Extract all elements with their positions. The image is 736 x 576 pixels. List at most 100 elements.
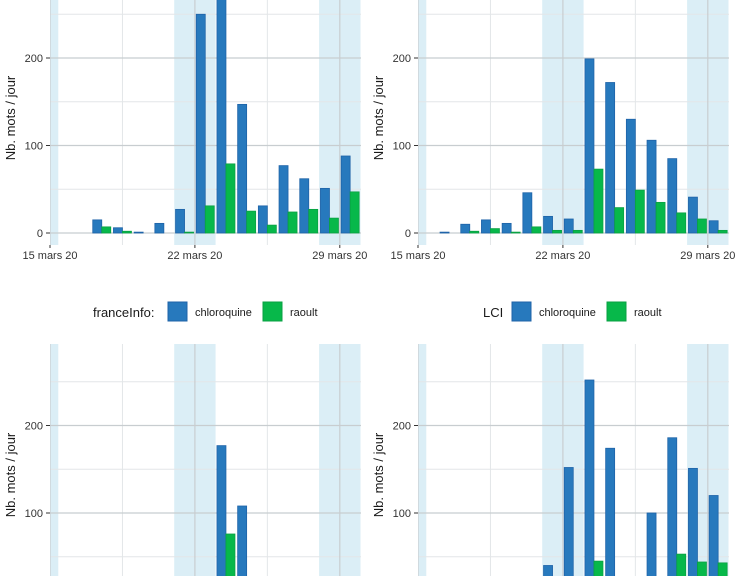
bar-chloroquine <box>481 219 491 234</box>
y-tick-label: 100 <box>25 141 43 153</box>
x-tick-label: 15 mars 20 <box>22 250 77 262</box>
bar-raoult <box>329 217 339 234</box>
bar-raoult <box>225 533 236 576</box>
bar-chloroquine <box>92 219 103 234</box>
y-axis-label: Nb. mots / jour <box>371 75 386 160</box>
y-tick-label: 200 <box>393 421 411 433</box>
bar-raoult <box>655 201 666 234</box>
bar-chloroquine <box>667 158 678 234</box>
bar-chloroquine <box>563 467 574 576</box>
legend-label-raoult: raoult <box>634 307 662 319</box>
legend: franceInfo: chloroquine raoult <box>93 301 318 322</box>
bar-raoult <box>225 163 236 234</box>
plot-area <box>50 0 361 245</box>
bar-chloroquine <box>708 495 719 576</box>
weekend-band <box>50 344 59 576</box>
bar-chloroquine <box>646 512 657 576</box>
bar-raoult <box>676 553 687 576</box>
legend-label-chloroquine: chloroquine <box>195 307 252 319</box>
bar-chloroquine <box>257 205 268 234</box>
bar-chloroquine <box>340 155 351 234</box>
bar-chloroquine <box>237 505 248 576</box>
legend-label-chloroquine: chloroquine <box>539 307 596 319</box>
x-tick-label: 22 mars 20 <box>167 250 222 262</box>
bar-chloroquine <box>439 231 450 234</box>
bar-raoult <box>717 229 728 234</box>
bar-raoult <box>469 230 480 234</box>
legend-title: LCI <box>483 305 503 320</box>
bar-raoult <box>266 224 277 234</box>
bar-raoult <box>349 191 360 234</box>
bar-chloroquine <box>216 445 227 576</box>
bar-chloroquine <box>605 82 616 234</box>
bar-chloroquine <box>688 467 698 576</box>
bar-chloroquine <box>584 379 595 576</box>
bar-chloroquine <box>278 165 289 234</box>
bar-chloroquine <box>584 58 595 234</box>
panel-bottom-left: 100 200 Nb. mots / jour franceInfo: chloroqu… <box>3 301 361 576</box>
legend-title: franceInfo: <box>93 305 154 320</box>
bar-chloroquine <box>543 215 553 234</box>
bar-raoult <box>204 205 215 234</box>
bar-chloroquine <box>216 0 227 234</box>
weekend-band <box>418 344 427 576</box>
bar-raoult <box>572 229 583 234</box>
bar-raoult <box>184 231 194 234</box>
plot-area <box>418 344 729 576</box>
bar-raoult <box>697 218 707 234</box>
legend-key-raoult <box>606 301 627 322</box>
bar-raoult <box>593 168 604 234</box>
panel-top-left: 0 100 200 Nb. mots / jour 15 mars 20 22 mars … <box>3 0 367 262</box>
y-tick-label: 0 <box>405 228 411 240</box>
weekend-band <box>418 0 427 245</box>
bar-chloroquine <box>646 139 657 234</box>
bar-raoult <box>634 189 645 234</box>
bar-raoult <box>287 211 298 234</box>
y-tick-label: 0 <box>37 228 43 240</box>
y-tick-label: 200 <box>393 53 411 65</box>
panel-top-right: 0 100 200 Nb. mots / jour 15 mars 20 22 mars … <box>371 0 735 262</box>
y-tick-label: 200 <box>25 421 43 433</box>
bar-raoult <box>308 208 319 234</box>
bar-raoult <box>717 562 728 576</box>
bar-chloroquine <box>667 437 678 576</box>
bar-raoult <box>593 560 604 576</box>
legend-key-raoult <box>262 301 283 322</box>
legend-key-chloroquine <box>167 301 188 322</box>
y-tick-label: 100 <box>393 508 411 520</box>
bar-raoult <box>122 230 132 234</box>
legend: LCI chloroquine raoult <box>483 301 662 322</box>
x-tick-label: 22 mars 20 <box>535 250 590 262</box>
legend-label-raoult: raoult <box>290 307 318 319</box>
bar-chloroquine <box>113 227 123 234</box>
y-tick-label: 200 <box>25 53 43 65</box>
x-tick-label: 29 mars 20 <box>680 250 735 262</box>
bar-raoult <box>552 229 562 234</box>
y-axis-label: Nb. mots / jour <box>371 432 386 517</box>
y-tick-label: 100 <box>25 508 43 520</box>
panel-bottom-right: 100 200 Nb. mots / jour LCI chloroquine raoul… <box>371 301 729 576</box>
bar-raoult <box>101 226 112 234</box>
plot-area <box>418 0 729 245</box>
bar-chloroquine <box>543 565 553 576</box>
bar-chloroquine <box>522 192 533 234</box>
bar-raoult <box>676 212 687 234</box>
bar-chloroquine <box>625 118 636 234</box>
y-axis-label: Nb. mots / jour <box>3 75 18 160</box>
y-tick-label: 100 <box>393 141 411 153</box>
bar-chloroquine <box>501 222 512 234</box>
bar-chloroquine <box>133 231 144 234</box>
weekend-band <box>50 0 59 245</box>
bar-raoult <box>510 231 521 234</box>
legend-key-chloroquine <box>511 301 532 322</box>
bar-chloroquine <box>605 447 616 576</box>
bar-chloroquine <box>688 196 698 234</box>
bar-raoult <box>697 561 707 576</box>
x-tick-label: 15 mars 20 <box>390 250 445 262</box>
bar-chloroquine <box>154 222 165 234</box>
bar-raoult <box>246 210 257 234</box>
bar-raoult <box>490 228 500 234</box>
bar-chloroquine <box>460 223 471 234</box>
bar-chloroquine <box>237 103 248 234</box>
